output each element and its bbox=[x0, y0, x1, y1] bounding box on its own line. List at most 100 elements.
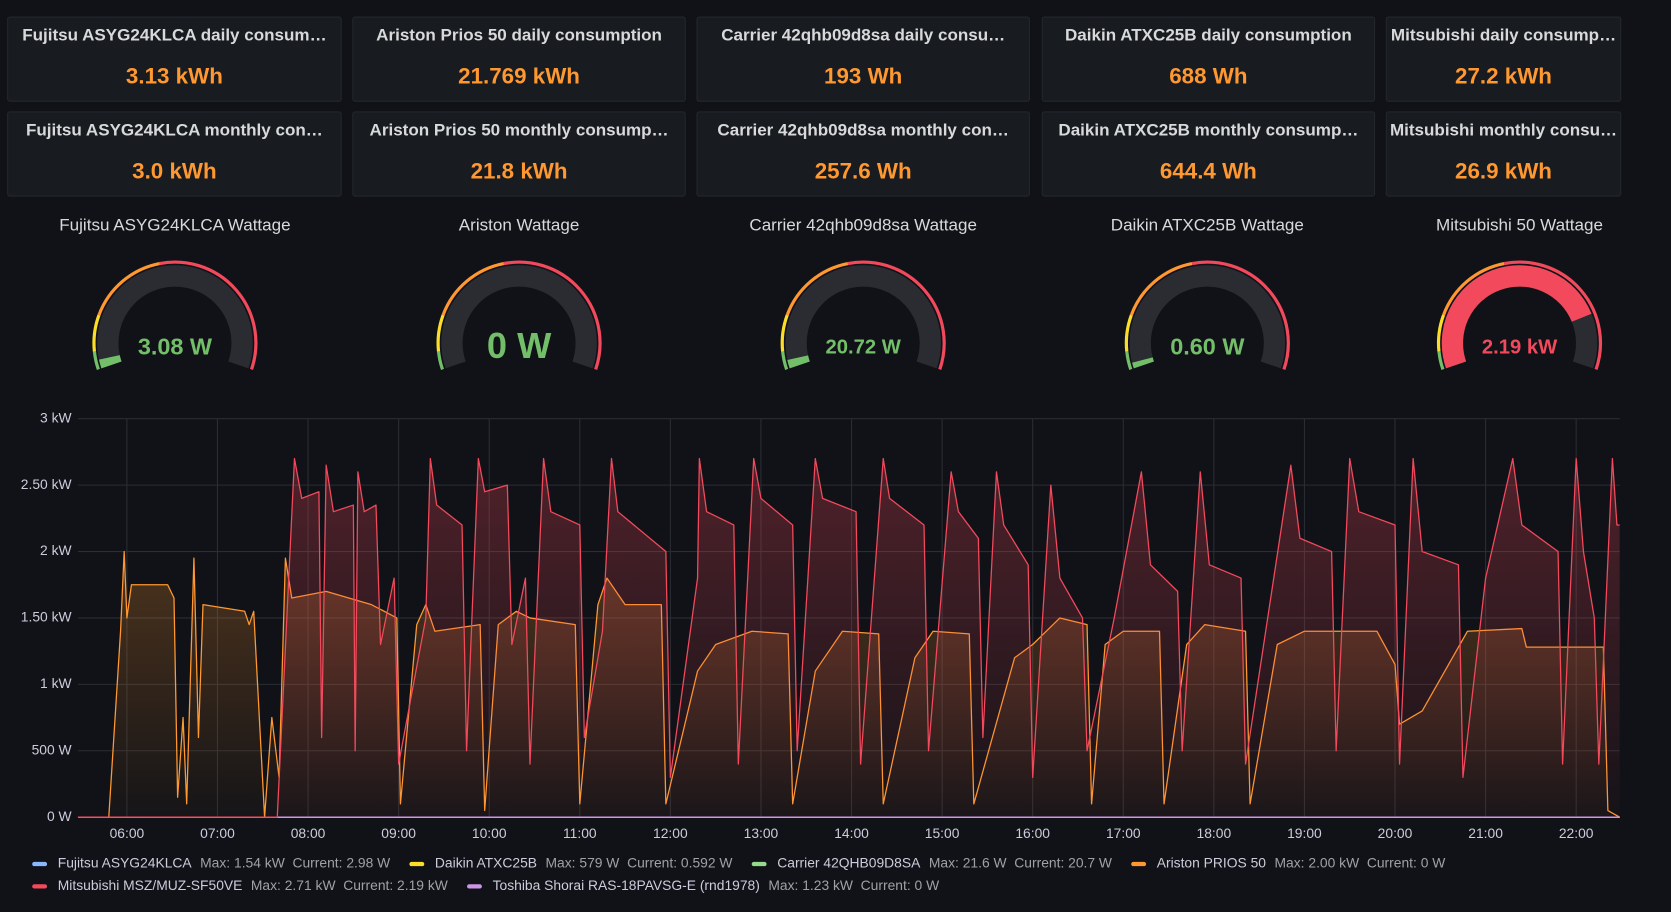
stat-panel bbox=[1041, 16, 1376, 102]
gauge-title: Ariston Wattage bbox=[459, 215, 580, 234]
x-tick-label: 21:00 bbox=[1468, 825, 1503, 841]
x-tick-label: 14:00 bbox=[834, 825, 869, 841]
stat-value: 27.2 kWh bbox=[1455, 64, 1552, 89]
gauge-title: Carrier 42qhb09d8sa Wattage bbox=[749, 215, 977, 234]
stat-title: Mitsubishi daily consump… bbox=[1391, 26, 1616, 45]
x-tick-label: 18:00 bbox=[1197, 825, 1232, 841]
gauge-threshold bbox=[1125, 351, 1133, 370]
x-tick-label: 17:00 bbox=[1106, 825, 1141, 841]
gauge-track bbox=[97, 265, 253, 369]
stat-panel bbox=[1385, 111, 1622, 197]
x-tick-label: 06:00 bbox=[110, 825, 145, 841]
series-line bbox=[77, 457, 1620, 818]
gauge-threshold bbox=[97, 261, 160, 316]
gauge-threshold bbox=[1124, 314, 1133, 352]
legend-name: Daikin ATXC25B bbox=[435, 855, 537, 871]
legend-stats: Max: 2.00 kW Current: 0 W bbox=[1275, 855, 1447, 871]
x-tick-label: 09:00 bbox=[381, 825, 416, 841]
legend-stats: Max: 1.54 kW Current: 2.98 W bbox=[200, 855, 391, 871]
x-tick-label: 22:00 bbox=[1559, 825, 1594, 841]
gauge-threshold bbox=[503, 260, 602, 370]
gauge-title: Mitsubishi 50 Wattage bbox=[1436, 215, 1603, 234]
stat-panel bbox=[696, 16, 1030, 102]
y-tick-label: 0 W bbox=[47, 808, 73, 824]
legend-swatch bbox=[751, 861, 767, 867]
stat-panel bbox=[696, 111, 1030, 197]
gauge-value-arc bbox=[787, 355, 810, 369]
stat-value: 257.6 Wh bbox=[815, 159, 912, 184]
legend-swatch bbox=[32, 884, 48, 889]
legend-swatch bbox=[409, 861, 425, 867]
stat-value: 3.0 kWh bbox=[132, 159, 217, 184]
x-tick-label: 16:00 bbox=[1015, 825, 1050, 841]
legend-name: Carrier 42QHB09D8SA bbox=[777, 855, 921, 871]
stat-title: Daikin ATXC25B monthly consump… bbox=[1058, 121, 1358, 140]
stat-title: Ariston Prios 50 daily consumption bbox=[376, 26, 662, 45]
stat-value: 21.8 kWh bbox=[471, 159, 568, 184]
gauge-threshold bbox=[159, 260, 258, 370]
x-tick-label: 08:00 bbox=[291, 825, 326, 841]
y-tick-label: 2 kW bbox=[40, 542, 72, 558]
x-tick-label: 11:00 bbox=[563, 825, 597, 841]
x-tick-label: 12:00 bbox=[653, 825, 688, 841]
gauge-threshold bbox=[1437, 351, 1445, 370]
y-tick-label: 500 W bbox=[32, 741, 73, 757]
stat-value: 26.9 kWh bbox=[1455, 159, 1552, 184]
gauge-threshold bbox=[436, 351, 445, 370]
gauge-threshold bbox=[92, 314, 101, 352]
gauge-threshold bbox=[781, 351, 789, 370]
stat-title: Fujitsu ASYG24KLCA daily consum… bbox=[22, 26, 326, 45]
legend-swatch bbox=[1131, 861, 1147, 867]
stat-panel bbox=[1041, 111, 1376, 197]
stat-value: 644.4 Wh bbox=[1160, 159, 1257, 184]
gauge-threshold bbox=[436, 314, 445, 352]
stat-title: Daikin ATXC25B daily consumption bbox=[1065, 26, 1352, 45]
x-tick-label: 10:00 bbox=[472, 825, 507, 841]
gauge-value-arc bbox=[1132, 357, 1154, 369]
gauge-threshold bbox=[1436, 314, 1446, 352]
gauge-track bbox=[1129, 265, 1286, 369]
gauge-track bbox=[785, 265, 941, 369]
stat-title: Carrier 42qhb09d8sa daily consu… bbox=[721, 26, 1005, 45]
legend-swatch bbox=[32, 861, 48, 867]
gauge-value: 0 W bbox=[487, 325, 552, 366]
gauge-value: 3.08 W bbox=[138, 334, 213, 360]
x-tick-label: 15:00 bbox=[925, 825, 960, 841]
gauge-value: 20.72 W bbox=[826, 337, 902, 359]
gauge-value: 0.60 W bbox=[1170, 334, 1245, 360]
gauge-threshold bbox=[1191, 260, 1290, 370]
legend-stats: Max: 579 W Current: 0.592 W bbox=[546, 855, 734, 871]
stat-title: Ariston Prios 50 monthly consump… bbox=[370, 121, 669, 140]
stat-value: 193 Wh bbox=[824, 64, 902, 89]
stat-panel bbox=[352, 111, 686, 197]
legend-swatch bbox=[467, 884, 482, 889]
stat-value: 688 Wh bbox=[1169, 64, 1247, 89]
stat-panel bbox=[7, 111, 342, 197]
stat-panel bbox=[1385, 16, 1622, 102]
gauge-title: Fujitsu ASYG24KLCA Wattage bbox=[59, 215, 290, 234]
stat-value: 21.769 kWh bbox=[458, 64, 580, 89]
stat-panel bbox=[352, 16, 686, 102]
gauge-value-arc bbox=[98, 354, 122, 369]
stat-title: Mitsubishi monthly consu… bbox=[1390, 121, 1617, 140]
gauge-value: 2.19 kW bbox=[1482, 337, 1558, 359]
legend-stats: Max: 1.23 kW Current: 0 W bbox=[768, 877, 940, 893]
gauge-threshold bbox=[847, 260, 946, 370]
gauge-threshold bbox=[1129, 261, 1193, 316]
gauge-title: Daikin ATXC25B Wattage bbox=[1111, 215, 1304, 234]
legend-name: Mitsubishi MSZ/MUZ-SF50VE bbox=[58, 877, 243, 893]
y-tick-label: 1.50 kW bbox=[21, 609, 73, 625]
x-tick-label: 19:00 bbox=[1287, 825, 1322, 841]
gauge-value-arc bbox=[1441, 265, 1592, 369]
legend-name: Fujitsu ASYG24KLCA bbox=[58, 855, 193, 871]
y-tick-label: 3 kW bbox=[40, 409, 72, 425]
legend-stats: Max: 2.71 kW Current: 2.19 kW bbox=[251, 877, 449, 893]
gauge-threshold bbox=[441, 261, 505, 316]
stat-title: Fujitsu ASYG24KLCA monthly con… bbox=[26, 121, 323, 140]
gauge-threshold bbox=[1503, 260, 1603, 370]
gauge-threshold bbox=[780, 314, 789, 352]
x-tick-label: 13:00 bbox=[744, 825, 779, 841]
legend-name: Ariston PRIOS 50 bbox=[1157, 855, 1267, 871]
